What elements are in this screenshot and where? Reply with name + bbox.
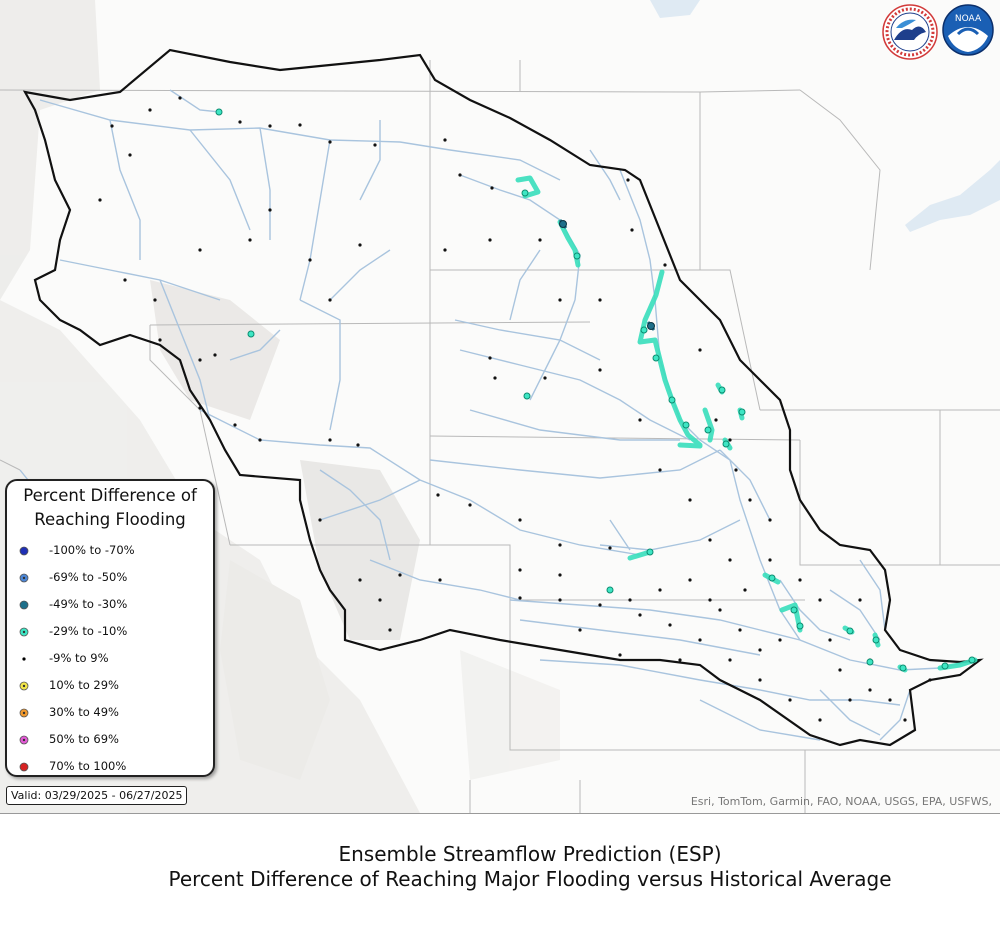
dark-gauges — [559, 220, 655, 330]
legend-item: -9% to 9% — [17, 649, 207, 669]
legend-item-label: 50% to 69% — [49, 732, 119, 746]
caption-line1: Ensemble Streamflow Prediction (ESP) — [338, 842, 722, 866]
legend-item-label: 10% to 29% — [49, 678, 119, 692]
legend-title-line1: Percent Difference of — [23, 486, 197, 505]
noaa-logo-icon: NOAA — [942, 4, 994, 56]
legend-item: -29% to -10% — [17, 622, 207, 642]
legend-item: -49% to -30% — [17, 595, 207, 615]
legend-item: -69% to -50% — [17, 568, 207, 588]
legend-swatch-icon — [19, 600, 29, 610]
gauge-points — [98, 96, 932, 722]
legend-swatch-icon — [19, 546, 29, 556]
legend-swatch-icon — [19, 735, 29, 745]
legend-swatch-icon — [19, 627, 29, 637]
legend-title-line2: Reaching Flooding — [34, 510, 186, 529]
nws-logo-icon — [882, 4, 938, 60]
map-view[interactable]: NOAA Percent Difference of Reaching Floo… — [0, 0, 1000, 814]
basin-boundary — [22, 48, 984, 747]
dark-reaches — [558, 219, 656, 331]
legend-swatch-icon — [19, 762, 29, 772]
map-legend: Percent Difference of Reaching Flooding … — [5, 479, 215, 777]
legend-item: 70% to 100% — [17, 757, 207, 777]
legend-item-label: -100% to -70% — [49, 543, 135, 557]
lakes — [650, 0, 1000, 232]
legend-item-label: 70% to 100% — [49, 759, 127, 773]
legend-item-label: -69% to -50% — [49, 570, 128, 584]
legend-item-label: -49% to -30% — [49, 597, 128, 611]
legend-item: 10% to 29% — [17, 676, 207, 696]
legend-item: 30% to 49% — [17, 703, 207, 723]
river-network — [19, 89, 976, 741]
legend-swatch-icon — [19, 708, 29, 718]
legend-item-label: -29% to -10% — [49, 624, 128, 638]
state-boundaries — [0, 60, 1000, 813]
valid-date-range: Valid: 03/29/2025 - 06/27/2025 — [6, 786, 188, 805]
caption-line2: Percent Difference of Reaching Major Flo… — [168, 867, 892, 891]
legend-item: 50% to 69% — [17, 730, 207, 750]
figure-caption: Ensemble Streamflow Prediction (ESP) Per… — [0, 842, 1000, 892]
legend-item-label: -9% to 9% — [49, 651, 109, 665]
teal-gauges — [215, 108, 976, 672]
legend-item: -100% to -70% — [17, 541, 207, 561]
legend-swatch-icon — [19, 681, 29, 691]
legend-item-label: 30% to 49% — [49, 705, 119, 719]
legend-swatch-icon — [22, 657, 26, 661]
noaa-logo-text: NOAA — [955, 14, 982, 24]
map-attribution[interactable]: Esri, TomTom, Garmin, FAO, NOAA, USGS, E… — [690, 795, 992, 808]
highlighted-reaches — [515, 175, 978, 673]
legend-title: Percent Difference of Reaching Flooding — [7, 484, 213, 532]
legend-swatch-icon — [19, 573, 29, 583]
